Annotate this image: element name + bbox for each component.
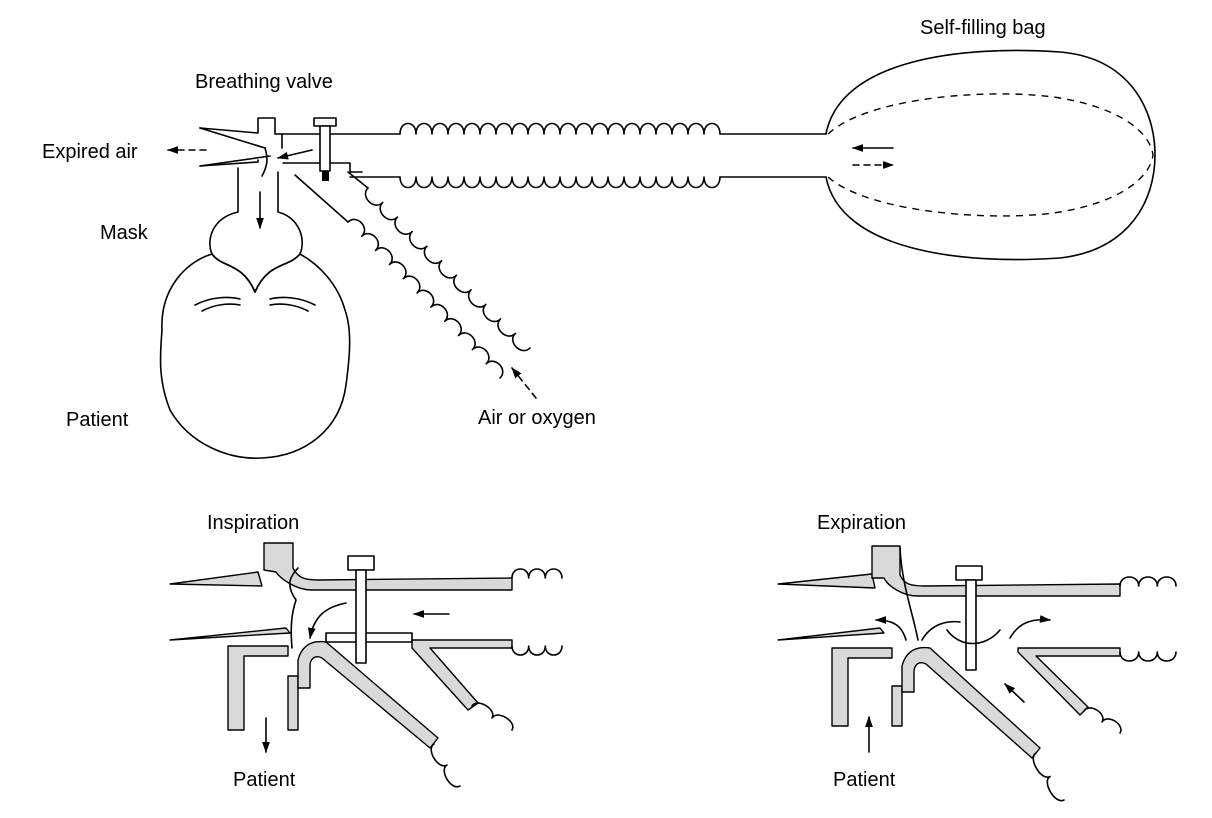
breathing-valve	[199, 117, 363, 181]
expiration-title: Expiration	[817, 512, 906, 534]
inspiration-valve-detail	[169, 542, 563, 788]
air-or-oxygen-label: Air or oxygen	[478, 407, 596, 429]
expiration-valve-detail	[777, 545, 1177, 802]
bag-tube	[281, 122, 827, 189]
mask	[209, 167, 303, 293]
mask-label: Mask	[100, 222, 148, 244]
expired-air-label: Expired air	[42, 141, 138, 163]
breathing-valve-label: Breathing valve	[195, 71, 333, 93]
self-filling-bag-label: Self-filling bag	[920, 17, 1046, 39]
self-filling-bag	[825, 49, 1156, 261]
expiration-patient-label: Patient	[833, 769, 896, 791]
air-oxygen-arrow	[511, 367, 537, 399]
oxygen-inlet-tube	[294, 171, 531, 379]
patient-label: Patient	[66, 409, 129, 431]
inspiration-patient-label: Patient	[233, 769, 296, 791]
bag-flow-arrows	[851, 144, 895, 169]
patient-head	[159, 253, 351, 459]
inspiration-title: Inspiration	[207, 512, 300, 534]
